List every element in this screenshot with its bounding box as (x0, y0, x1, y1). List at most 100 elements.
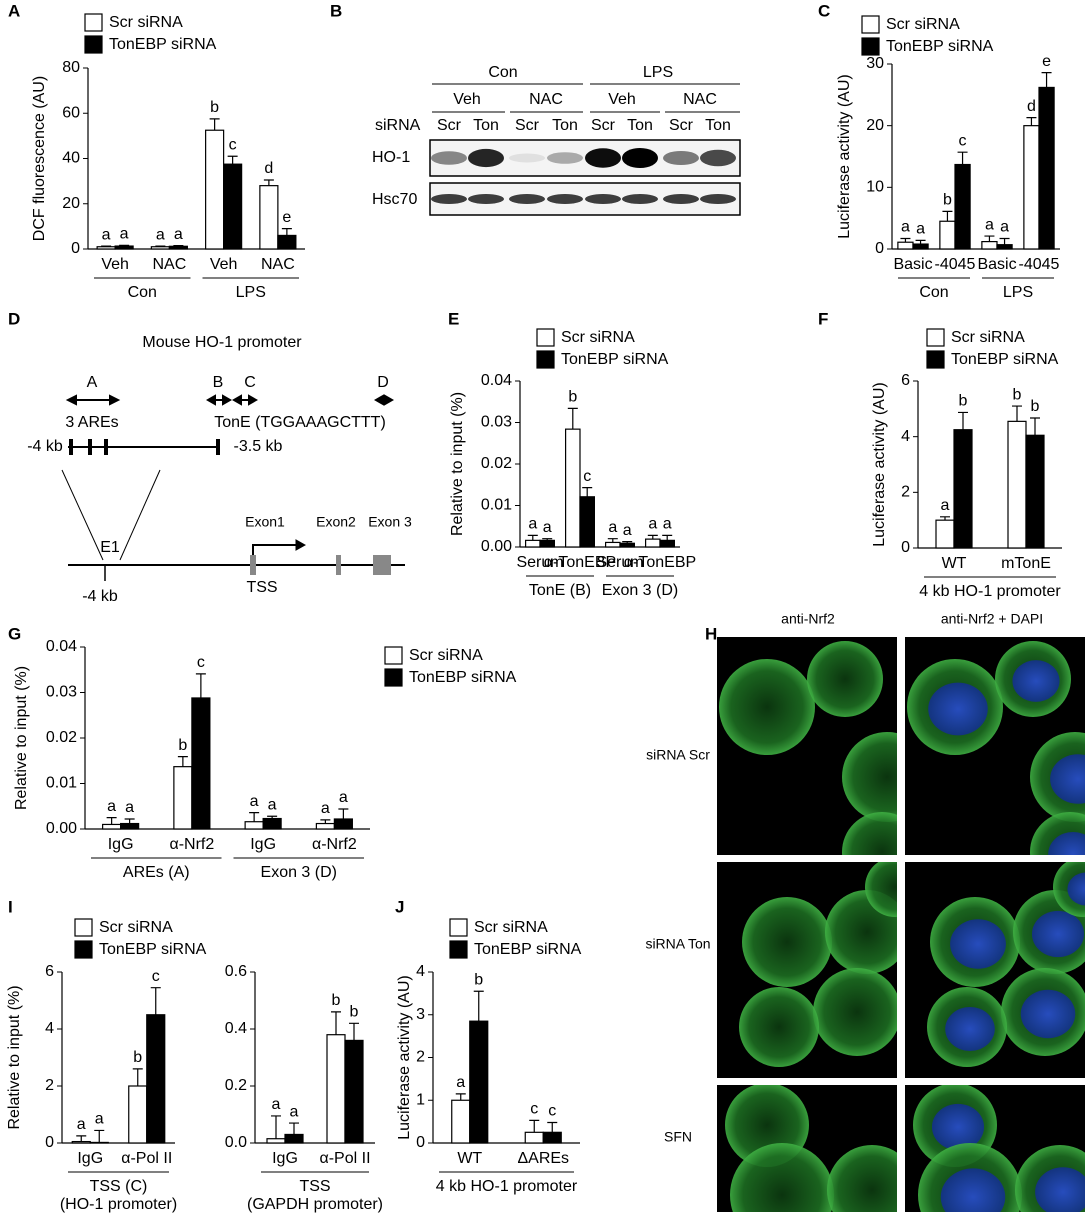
legend-label: Scr siRNA (951, 329, 1025, 346)
group-label: LPS (236, 284, 266, 301)
lane-label: Scr (515, 117, 540, 134)
x-tick-label: α-Nrf2 (169, 836, 214, 853)
cell (842, 812, 897, 855)
error-bar (338, 808, 349, 819)
significance-letter: c (959, 132, 967, 149)
nucleus (1031, 910, 1085, 958)
y-axis-label: Luciferase activity (AU) (396, 975, 413, 1140)
x-tick-label: -4045 (935, 256, 976, 273)
x-tick-label: α-Nrf2 (312, 836, 357, 853)
bar (451, 1099, 471, 1144)
y-tick-label: 3 (416, 1006, 425, 1023)
y-tick-label: 0.02 (46, 729, 77, 746)
y-axis-label: Relative to input (%) (13, 666, 30, 810)
panel-label: F (818, 309, 828, 328)
significance-letter: a (95, 1111, 104, 1128)
bar (259, 185, 279, 250)
tone-label: TonE (TGGAAAGCTTT) (214, 414, 386, 431)
error-bar (173, 245, 184, 247)
band (663, 151, 699, 165)
row-label: SFN (664, 1129, 692, 1145)
cell (719, 659, 815, 755)
legend-label: TonEBP siRNA (99, 941, 207, 958)
y-tick-label: 20 (62, 195, 80, 212)
bar (333, 818, 353, 830)
x-tick-label: -4045 (1019, 256, 1060, 273)
error-bar (622, 541, 633, 544)
nucleus (1020, 989, 1076, 1039)
y-tick-label: 6 (901, 372, 910, 389)
error-bar (662, 534, 673, 541)
significance-letter: c (583, 468, 591, 485)
exon (373, 555, 391, 575)
significance-letter: a (941, 497, 950, 514)
panel-label: G (8, 624, 21, 643)
significance-letter: a (272, 1096, 281, 1113)
error-bar (958, 411, 968, 430)
y-tick-label: 0.0 (225, 1134, 247, 1151)
bar (102, 823, 122, 830)
error-bar (281, 228, 292, 236)
bar (114, 245, 134, 250)
significance-letter: d (264, 160, 273, 177)
band (468, 148, 504, 168)
coordinate-label: -3.5 kb (234, 438, 283, 455)
error-bar (547, 1121, 558, 1133)
significance-letter: a (290, 1103, 299, 1120)
legend-swatch (926, 328, 945, 347)
legend-swatch (861, 15, 880, 34)
western-blot: B Con LPS Veh NAC Veh NAC siRNA HO-1 Hsc… (330, 1, 741, 216)
cells (739, 862, 897, 1067)
significance-letter: a (543, 519, 552, 536)
bar (262, 817, 282, 830)
y-axis-label: Relative to input (%) (449, 392, 466, 536)
legend-swatch (449, 918, 468, 937)
condition-label: LPS (643, 64, 673, 81)
panel-label: I (8, 897, 13, 916)
significance-letter: b (474, 971, 483, 988)
region-label: A (87, 374, 98, 391)
bar (619, 542, 635, 548)
bar (120, 822, 140, 830)
legend-swatch (861, 37, 880, 56)
legend-label: Scr siRNA (99, 919, 173, 936)
band (585, 148, 621, 168)
y-tick-label: 40 (62, 150, 80, 167)
y-tick-label: 0.04 (481, 372, 512, 389)
significance-letter: a (456, 1074, 465, 1091)
tss-label: TSS (246, 579, 277, 596)
error-bar (1030, 417, 1040, 436)
bar (897, 241, 914, 250)
bar (284, 1133, 304, 1144)
significance-letter: b (133, 1049, 142, 1066)
group-note: (GAPDH promoter) (247, 1196, 383, 1213)
legend-label: Scr siRNA (561, 329, 635, 346)
band (509, 194, 545, 204)
significance-letter: a (107, 798, 116, 815)
region-label: D (377, 374, 389, 391)
bar (173, 766, 193, 830)
x-tick-label: Basic (893, 256, 932, 273)
region-arrows (65, 394, 395, 406)
significance-letter: b (959, 393, 968, 410)
error-bar (527, 534, 538, 541)
y-tick-label: 2 (901, 484, 910, 501)
y-tick-label: 0 (71, 240, 80, 257)
significance-letter: b (1031, 398, 1040, 415)
error-bar (249, 812, 260, 822)
y-tick-label: 30 (866, 55, 884, 72)
bar (953, 429, 973, 549)
band (585, 194, 621, 204)
significance-letter: c (152, 968, 160, 985)
y-tick-label: 0.4 (225, 1020, 247, 1037)
significance-letter: c (548, 1103, 556, 1120)
x-tick-label: IgG (108, 836, 134, 853)
significance-letter: b (943, 192, 952, 209)
band-label: Hsc70 (372, 191, 417, 208)
x-tick-label: ΔAREs (517, 1150, 569, 1167)
nucleus (931, 1103, 985, 1151)
band (622, 148, 658, 168)
lane-label: Scr (669, 117, 694, 134)
bar (168, 245, 188, 250)
significance-letter: a (268, 796, 277, 813)
